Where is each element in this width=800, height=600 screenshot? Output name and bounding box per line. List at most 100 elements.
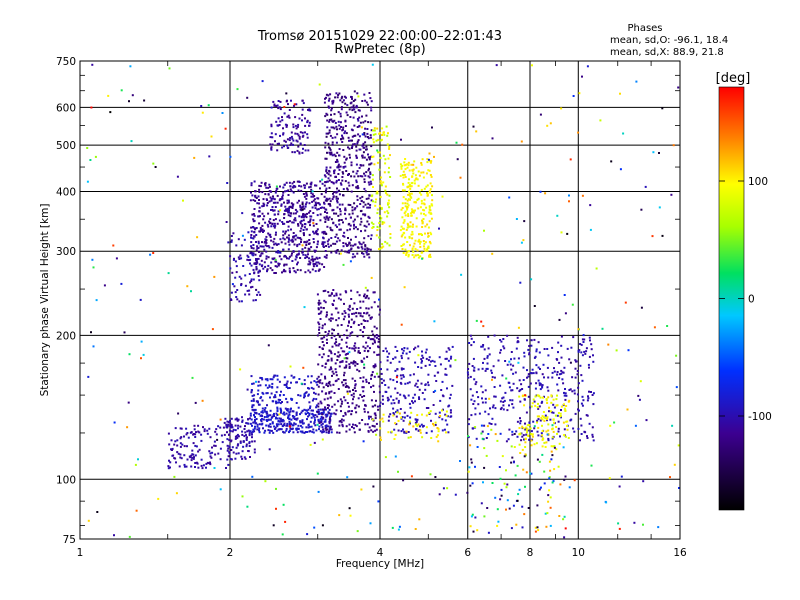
data-point [319, 302, 322, 305]
data-point [477, 396, 480, 399]
data-point [329, 134, 332, 137]
data-point [341, 134, 343, 137]
data-point [252, 299, 255, 302]
data-point [345, 157, 348, 160]
data-point [335, 341, 338, 344]
data-point [226, 420, 229, 423]
data-point [534, 387, 537, 390]
data-point [249, 430, 252, 433]
data-point [474, 426, 477, 429]
data-point [345, 364, 348, 367]
data-point [379, 139, 382, 142]
data-point [253, 214, 256, 217]
data-point [447, 347, 450, 350]
data-point [409, 374, 412, 377]
data-point [285, 429, 288, 432]
data-point [348, 251, 351, 254]
data-point [444, 357, 447, 360]
data-point [323, 336, 326, 339]
data-point [413, 182, 416, 185]
data-point [520, 383, 523, 386]
data-point [278, 251, 281, 254]
data-point [234, 424, 237, 427]
data-point [317, 202, 320, 205]
data-point [318, 256, 321, 259]
data-point [382, 245, 385, 248]
data-point [245, 434, 247, 437]
data-point [230, 235, 233, 237]
data-point [284, 232, 287, 235]
data-point [546, 348, 549, 350]
data-point [245, 443, 248, 446]
data-point [283, 411, 286, 414]
data-point [589, 204, 592, 207]
data-point [306, 533, 309, 536]
data-point [439, 363, 442, 366]
data-point [308, 248, 311, 251]
data-point [491, 376, 494, 379]
data-point [573, 479, 576, 482]
data-point [331, 102, 334, 105]
data-point [273, 396, 276, 399]
data-point [263, 431, 266, 434]
data-point [293, 418, 296, 420]
data-point [553, 367, 555, 370]
data-point [407, 181, 410, 184]
data-point [658, 152, 660, 154]
data-point [292, 212, 295, 215]
data-point [287, 237, 290, 240]
data-point [267, 344, 270, 347]
data-point [334, 96, 337, 99]
data-point [375, 336, 378, 339]
data-point [316, 334, 319, 337]
data-point [290, 239, 293, 242]
data-point [239, 440, 242, 443]
data-point [557, 351, 559, 354]
data-point [286, 424, 289, 427]
data-point [285, 386, 288, 388]
data-point [376, 229, 379, 231]
plot-frame [79, 60, 681, 540]
data-point [560, 372, 563, 375]
data-point [356, 195, 359, 198]
data-point [502, 401, 505, 403]
data-point [280, 390, 282, 393]
data-point [261, 378, 264, 381]
data-point [250, 245, 253, 248]
data-point [328, 170, 331, 173]
data-point [333, 153, 336, 156]
data-point [521, 505, 524, 508]
data-point [181, 443, 184, 446]
data-point [549, 418, 552, 421]
data-point [91, 258, 94, 261]
data-point [308, 221, 311, 224]
data-point [315, 204, 317, 207]
data-point [371, 227, 374, 229]
data-point [356, 185, 359, 188]
data-point [411, 247, 414, 250]
data-point [327, 94, 330, 97]
data-point [499, 498, 502, 501]
data-point [268, 185, 271, 188]
data-point [257, 384, 260, 387]
data-point [324, 218, 327, 221]
data-point [566, 420, 569, 423]
data-point [530, 339, 533, 342]
data-point [535, 364, 538, 367]
data-point [332, 195, 335, 198]
data-point [257, 389, 260, 392]
data-point [388, 206, 391, 209]
data-point [343, 371, 346, 374]
data-point [387, 132, 389, 135]
data-point [307, 375, 310, 378]
data-point [295, 255, 298, 258]
data-point [364, 347, 367, 350]
data-point [318, 353, 321, 356]
data-point [320, 421, 323, 424]
data-point [367, 307, 370, 310]
data-point [622, 132, 625, 135]
data-point [299, 221, 302, 224]
data-point [306, 136, 309, 139]
data-point [337, 297, 340, 300]
data-point [249, 422, 252, 425]
